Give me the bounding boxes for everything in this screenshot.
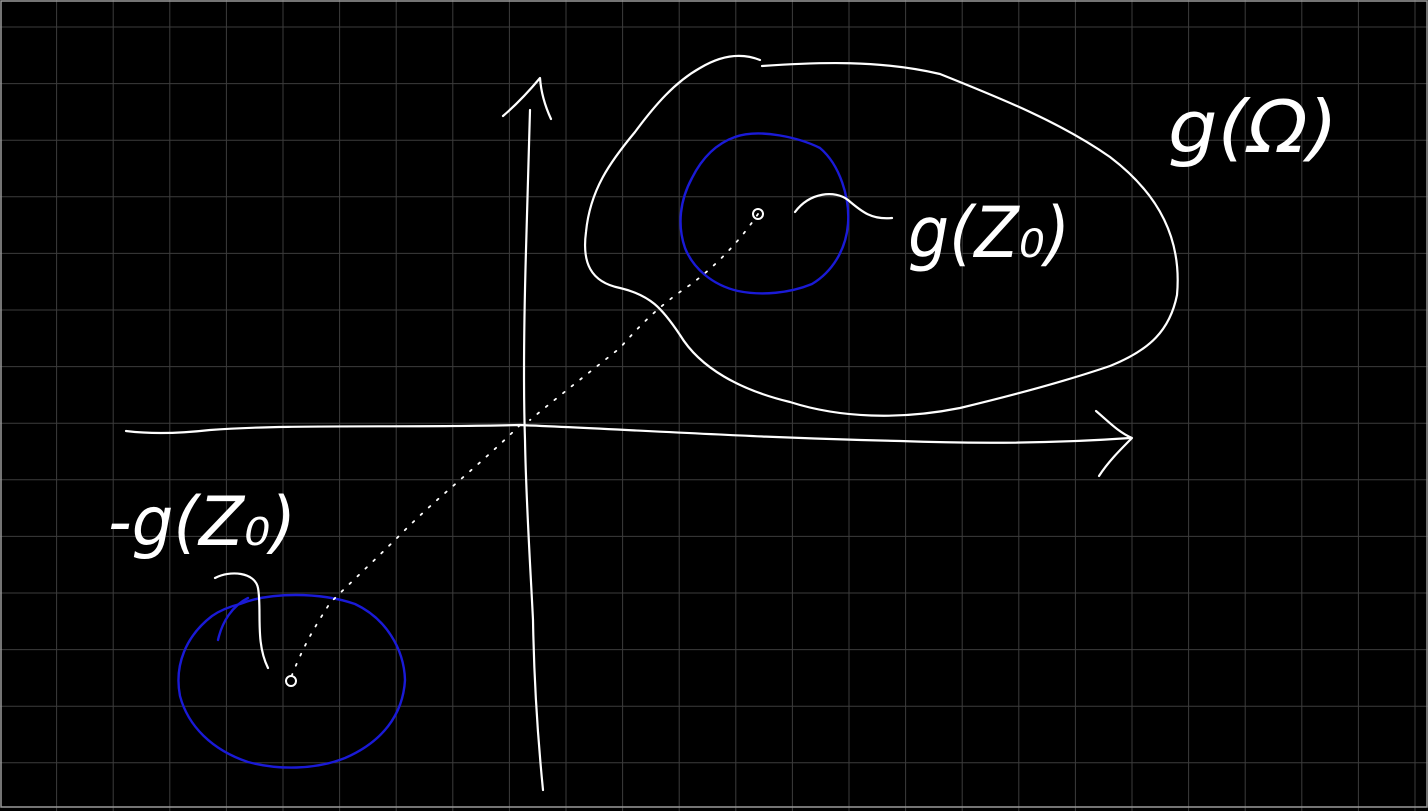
vertical-axis-arrowhead [501, 76, 553, 121]
dotted-line-to-reflected-point [291, 424, 521, 676]
dotted-line-to-point [529, 213, 759, 421]
image-point-marker [752, 208, 764, 220]
image-region-outline [584, 54, 1179, 417]
horizontal-axis [124, 423, 1132, 444]
image-point-label: g(Z₀) [908, 192, 1070, 274]
image-region-label: g(Ω) [1168, 85, 1338, 169]
reflected-point-label: -g(Z₀) [108, 483, 296, 562]
reflected-point-marker [285, 675, 297, 687]
image-point-leader-line [793, 193, 894, 220]
image-disk [679, 132, 850, 295]
horizontal-axis-arrowhead [1094, 409, 1134, 478]
vertical-axis [522, 108, 545, 792]
reflected-disk-overlap-stroke [216, 596, 250, 642]
reflected-point-leader-line [213, 572, 270, 670]
reflected-disk [177, 593, 407, 769]
